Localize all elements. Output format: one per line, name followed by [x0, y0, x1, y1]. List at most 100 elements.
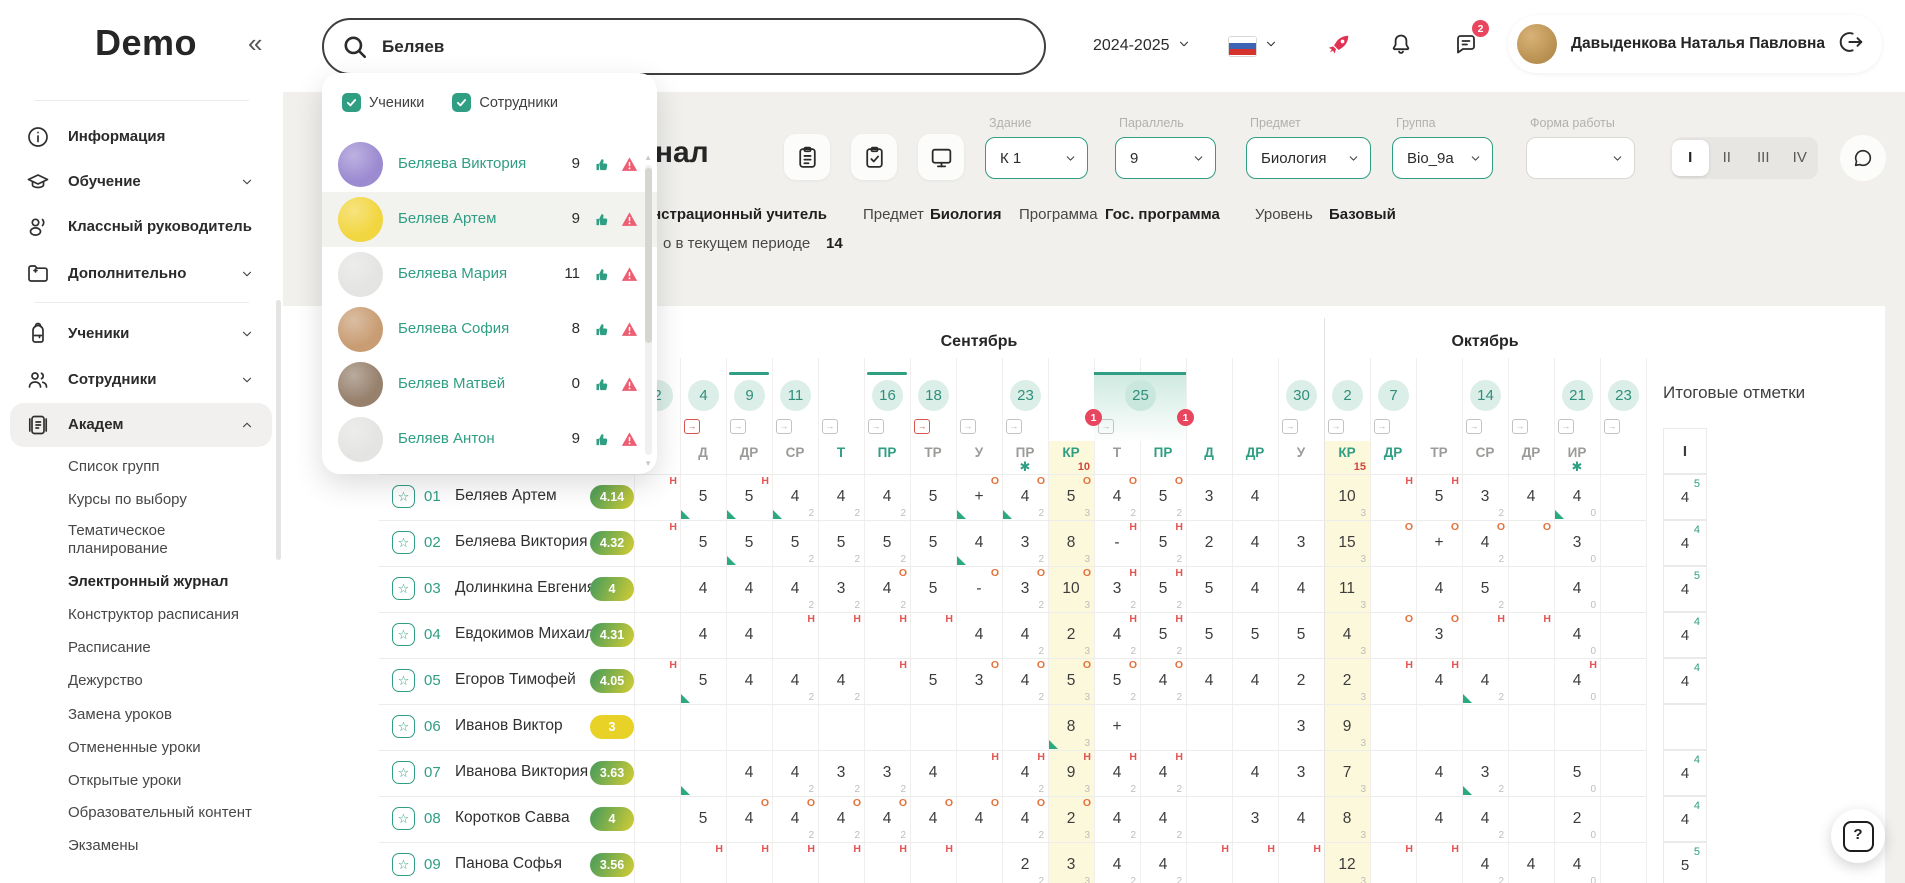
grade-cell[interactable]: 3 [1278, 704, 1324, 750]
grade-cell[interactable]: 5 [680, 474, 726, 520]
lesson-type-header[interactable]: ПР [1015, 445, 1035, 460]
lesson-type-header[interactable]: У [1296, 445, 1306, 460]
grade-cell[interactable]: Н [910, 612, 956, 658]
grade-cell[interactable]: 3 [1278, 520, 1324, 566]
warning-icon[interactable] [621, 156, 638, 173]
journal-chat-button[interactable] [1840, 135, 1886, 181]
grade-cell[interactable]: Н [772, 842, 818, 883]
sidebar-item-6[interactable]: Сотрудники [0, 360, 283, 400]
sidebar-subitem-6[interactable]: Расписание [68, 639, 151, 656]
student-name[interactable]: Иванов Виктор [455, 717, 563, 734]
export-lesson-icon[interactable]: → [1604, 419, 1620, 434]
export-lesson-icon[interactable]: → [868, 419, 884, 434]
sidebar-subitem-4[interactable]: Электронный журнал [68, 573, 229, 590]
sidebar-item-4[interactable]: Дополнительно [0, 254, 283, 294]
thumbs-up-icon[interactable] [594, 376, 611, 393]
grade-cell[interactable]: 4 [1186, 658, 1232, 704]
student-name[interactable]: Долинкина Евгения [455, 579, 596, 596]
grade-cell[interactable]: 3 [1186, 474, 1232, 520]
grade-cell[interactable]: 5 [910, 520, 956, 566]
sidebar-subitem-11[interactable]: Образовательный контент [68, 804, 252, 821]
grade-cell[interactable]: 5 [1278, 612, 1324, 658]
student-star-button[interactable]: ☆ [392, 485, 415, 508]
date-header[interactable]: 16 [872, 380, 903, 411]
students-checkbox[interactable]: Ученики [342, 93, 424, 112]
date-header[interactable]: 9 [734, 380, 765, 411]
staff-checkbox[interactable]: Сотрудники [452, 93, 558, 112]
grade-cell[interactable]: 5 [726, 520, 772, 566]
sidebar-item-2[interactable]: Обучение [0, 162, 283, 202]
date-header[interactable]: 7 [1378, 380, 1409, 411]
student-star-button[interactable]: ☆ [392, 669, 415, 692]
lesson-type-header[interactable]: У [974, 445, 984, 460]
scroll-up-icon[interactable]: ▲ [644, 153, 652, 162]
language-selector[interactable] [1228, 26, 1278, 66]
sidebar-subitem-9[interactable]: Отмененные уроки [68, 739, 201, 756]
thumbs-up-icon[interactable] [594, 211, 611, 228]
grade-cell[interactable]: 4 [1278, 796, 1324, 842]
grade-cell[interactable]: 3 [1232, 796, 1278, 842]
warning-icon[interactable] [621, 321, 638, 338]
date-header[interactable]: 18 [918, 380, 949, 411]
notifications-button[interactable] [1389, 26, 1413, 66]
sidebar-item-1[interactable]: Информация [0, 117, 283, 157]
thumbs-up-icon[interactable] [594, 321, 611, 338]
search-input[interactable] [380, 35, 984, 58]
export-lesson-icon[interactable]: → [730, 419, 746, 434]
lesson-type-header[interactable]: ДР [1245, 445, 1265, 460]
date-header[interactable]: 23 [1608, 380, 1639, 411]
grade-cell[interactable]: 4 [726, 612, 772, 658]
grade-cell[interactable]: 2 [1186, 520, 1232, 566]
journal-view-button[interactable] [784, 134, 830, 180]
search-result[interactable]: Беляева София 8 [322, 302, 657, 357]
grade-cell[interactable]: 5 [910, 566, 956, 612]
building-select[interactable]: К 1 [985, 137, 1088, 179]
lesson-type-header[interactable]: СР [1475, 445, 1495, 460]
help-button[interactable]: ? [1831, 809, 1885, 863]
logout-icon[interactable] [1838, 29, 1864, 60]
student-name[interactable]: Беляев Артем [455, 487, 557, 504]
final-grade-cell[interactable] [1663, 704, 1707, 750]
grade-cell[interactable]: 4 [726, 750, 772, 796]
grade-cell[interactable]: Н [1508, 612, 1554, 658]
lesson-type-header[interactable]: ДР [1521, 445, 1541, 460]
grade-cell[interactable]: Н [726, 842, 772, 883]
grade-cell[interactable]: Н [1186, 842, 1232, 883]
group-select[interactable]: Bio_9a [1392, 137, 1493, 179]
grade-cell[interactable]: Н [1232, 842, 1278, 883]
student-star-button[interactable]: ☆ [392, 577, 415, 600]
sidebar-subitem-5[interactable]: Конструктор расписания [68, 606, 240, 623]
grade-cell[interactable]: -Н [1094, 520, 1140, 566]
lesson-type-header[interactable]: КР [1062, 445, 1080, 460]
